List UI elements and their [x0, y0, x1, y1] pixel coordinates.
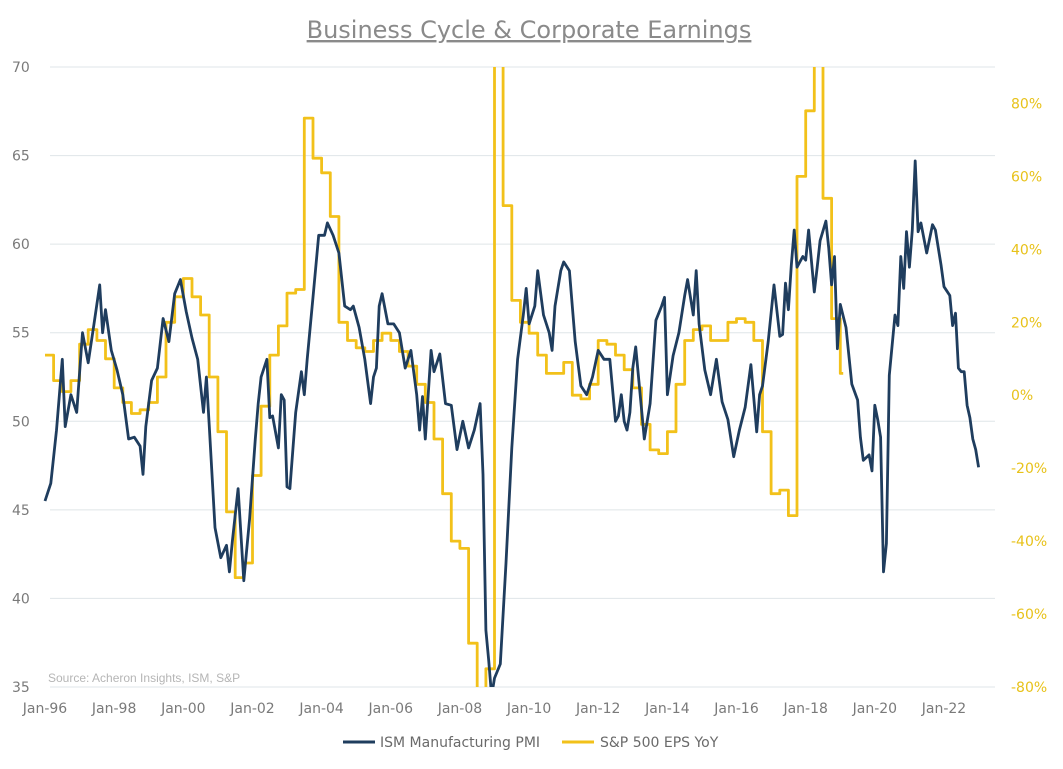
y-right-tick--80pct: -80% — [1011, 680, 1047, 696]
y-right-tick-40pct: 40% — [1011, 242, 1042, 258]
x-tick-Jan-18: Jan-18 — [782, 701, 827, 717]
x-axis-ticks: Jan-96 Jan-98 Jan-00 Jan-02 Jan-04 Jan-06 Jan-… — [22, 701, 966, 717]
y-right-tick-60pct: 60% — [1011, 169, 1042, 185]
y-left-tick-60: 60 — [12, 237, 30, 253]
series-layer — [43, 67, 980, 687]
x-tick-Jan-20: Jan-20 — [852, 701, 897, 717]
series-line-sp500-eps-yoy — [45, 67, 844, 687]
x-tick-Jan-04: Jan-04 — [298, 701, 344, 717]
y-left-tick-50: 50 — [12, 414, 30, 430]
x-tick-Jan-02: Jan-02 — [229, 701, 274, 717]
y-right-tick--40pct: -40% — [1011, 534, 1047, 550]
x-tick-Jan-14: Jan-14 — [644, 701, 690, 717]
legend-label-eps: S&P 500 EPS YoY — [600, 735, 719, 751]
y-right-tick-20pct: 20% — [1011, 315, 1042, 331]
left-axis-ticks: 35 40 45 50 55 60 65 70 — [12, 60, 30, 696]
x-tick-Jan-00: Jan-00 — [160, 701, 205, 717]
y-right-tick--60pct: -60% — [1011, 607, 1047, 623]
grid-layer — [50, 66, 995, 688]
y-left-tick-55: 55 — [12, 326, 30, 342]
x-tick-Jan-22: Jan-22 — [921, 701, 966, 717]
x-tick-Jan-06: Jan-06 — [368, 701, 414, 717]
y-right-tick--20pct: -20% — [1011, 461, 1047, 477]
source-note: Source: Acheron Insights, ISM, S&P — [48, 671, 240, 685]
y-left-tick-65: 65 — [12, 149, 30, 165]
y-right-tick-0pct: 0% — [1011, 388, 1033, 404]
right-axis-ticks: -80% -60% -40% -20% 0% 20% 40% 60% 80% — [1011, 96, 1047, 696]
series-line-ism-pmi — [43, 159, 980, 687]
x-tick-Jan-08: Jan-08 — [437, 701, 482, 717]
x-tick-Jan-16: Jan-16 — [713, 701, 759, 717]
x-tick-Jan-12: Jan-12 — [575, 701, 620, 717]
x-tick-Jan-98: Jan-98 — [91, 701, 136, 717]
chart-title: Business Cycle & Corporate Earnings — [307, 16, 752, 44]
y-right-tick-80pct: 80% — [1011, 96, 1042, 112]
legend-label-pmi: ISM Manufacturing PMI — [380, 735, 540, 751]
x-tick-Jan-10: Jan-10 — [506, 701, 551, 717]
y-left-tick-70: 70 — [12, 60, 30, 76]
legend: ISM Manufacturing PMI S&P 500 EPS YoY — [343, 735, 719, 751]
y-left-tick-40: 40 — [12, 591, 30, 607]
x-tick-Jan-96: Jan-96 — [22, 701, 68, 717]
y-left-tick-45: 45 — [12, 503, 30, 519]
y-left-tick-35: 35 — [12, 680, 30, 696]
